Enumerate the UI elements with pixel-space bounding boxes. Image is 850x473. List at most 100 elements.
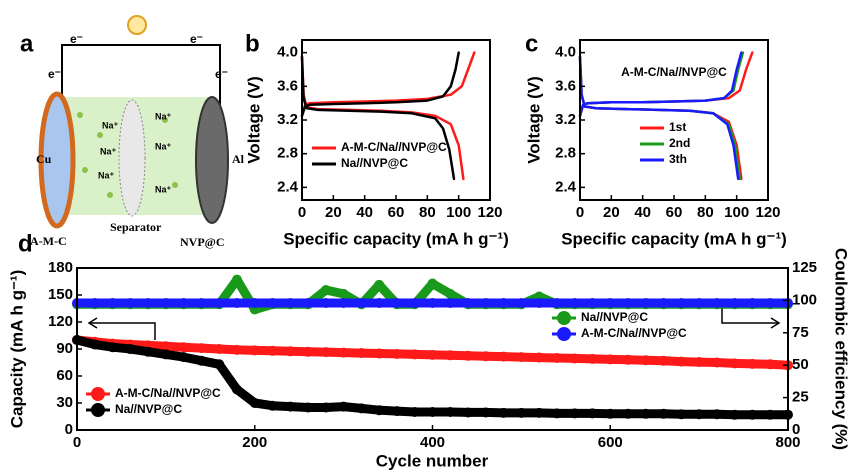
data-point [303, 402, 314, 413]
ion-label: Na⁺ [98, 170, 115, 180]
data-point [338, 288, 349, 299]
data-point [463, 407, 474, 418]
x-tick-label: 0 [576, 204, 584, 221]
data-point [196, 297, 207, 308]
anode-material-label: A-M-C [30, 234, 67, 248]
data-point [143, 297, 154, 308]
legend-marker [91, 387, 105, 401]
y-tick-label: 2.4 [277, 178, 299, 195]
data-point [747, 358, 758, 369]
legend-label: A-M-C/Na//NVP@C [115, 386, 221, 400]
cathode-material-label: NVP@C [180, 235, 225, 249]
electron-label: e⁻ [215, 67, 228, 81]
data-point [747, 409, 758, 420]
data-point [409, 349, 420, 360]
ions [77, 112, 178, 198]
data-point [374, 297, 385, 308]
data-point [516, 352, 527, 363]
data-point [729, 358, 740, 369]
data-point [534, 407, 545, 418]
x-tick-label: 400 [420, 434, 445, 451]
y2-tick-label: 50 [792, 356, 809, 373]
data-point [338, 401, 349, 412]
legend-marker [557, 311, 571, 325]
data-point [711, 409, 722, 420]
data-point [196, 343, 207, 354]
data-point [320, 285, 331, 296]
y-axis-label: Capacity (mA h g⁻¹) [7, 270, 26, 429]
data-point [516, 407, 527, 418]
data-point [587, 297, 598, 308]
legend-label: 1st [669, 120, 686, 134]
electron-label: e⁻ [190, 32, 203, 46]
data-point [569, 353, 580, 364]
x-tick-label: 0 [298, 204, 306, 221]
data-point [249, 398, 260, 408]
separator-label: Separator [110, 220, 162, 234]
x-axis-label: Specific capacity (mA h g⁻¹) [283, 229, 509, 248]
data-point [285, 346, 296, 357]
ion-label: Na⁺ [102, 120, 119, 130]
data-point [623, 408, 634, 419]
data-point [160, 341, 171, 352]
data-point [676, 297, 687, 308]
data-point [694, 297, 705, 308]
x-tick-label: 20 [603, 204, 620, 221]
data-point [605, 297, 616, 308]
data-point [551, 408, 562, 419]
x-tick-label: 60 [666, 204, 683, 221]
y2-tick-label: 100 [792, 291, 817, 308]
data-point [160, 349, 171, 360]
x-tick-label: 0 [73, 434, 81, 451]
data-point [694, 357, 705, 368]
axis-arrows [87, 305, 781, 340]
ion-label: Na⁺ [155, 111, 172, 121]
data-point [427, 278, 438, 289]
y2-tick-label: 25 [792, 389, 809, 406]
data-point [640, 297, 651, 308]
legend-label: Na//NVP@C [581, 310, 648, 324]
data-point [231, 274, 242, 285]
legend-label: Na//NVP@C [341, 156, 408, 170]
data-point [374, 405, 385, 416]
data-point [587, 408, 598, 419]
data-point [214, 297, 225, 308]
data-point [498, 407, 509, 418]
data-point [267, 400, 278, 411]
data-point [427, 297, 438, 308]
data-point [569, 408, 580, 419]
y-tick-label: 180 [48, 259, 73, 276]
y-tick-label: 90 [56, 340, 73, 357]
data-point [303, 297, 314, 308]
data-point [676, 356, 687, 367]
data-point [427, 407, 438, 417]
y2-axis-label: Coulombic efficiency (%) [832, 248, 850, 450]
y2-tick-label: 0 [792, 421, 800, 438]
data-point [391, 348, 402, 359]
y-axis-label: Voltage (V) [244, 76, 263, 164]
data-point [231, 297, 242, 308]
x-tick-label: 40 [356, 204, 373, 221]
ion-label: Na⁺ [100, 146, 117, 156]
data-point [338, 347, 349, 358]
data-point [409, 297, 420, 308]
data-point [445, 297, 456, 308]
data-point [107, 297, 118, 308]
legend-label: 3th [669, 152, 687, 166]
data-point [320, 297, 331, 308]
x-tick-label: 80 [697, 204, 714, 221]
data-point [445, 350, 456, 361]
data-point [178, 352, 189, 363]
data-point [516, 297, 527, 308]
bulb [127, 15, 147, 35]
x-tick-label: 20 [325, 204, 342, 221]
data-point [729, 297, 740, 308]
data-point [463, 350, 474, 361]
data-point [374, 279, 385, 290]
data-point [445, 288, 456, 299]
data-point [623, 354, 634, 365]
data-point [765, 297, 776, 308]
data-line [300, 51, 460, 181]
y2-tick-label: 125 [792, 259, 817, 276]
electron-label: e⁻ [48, 67, 61, 81]
